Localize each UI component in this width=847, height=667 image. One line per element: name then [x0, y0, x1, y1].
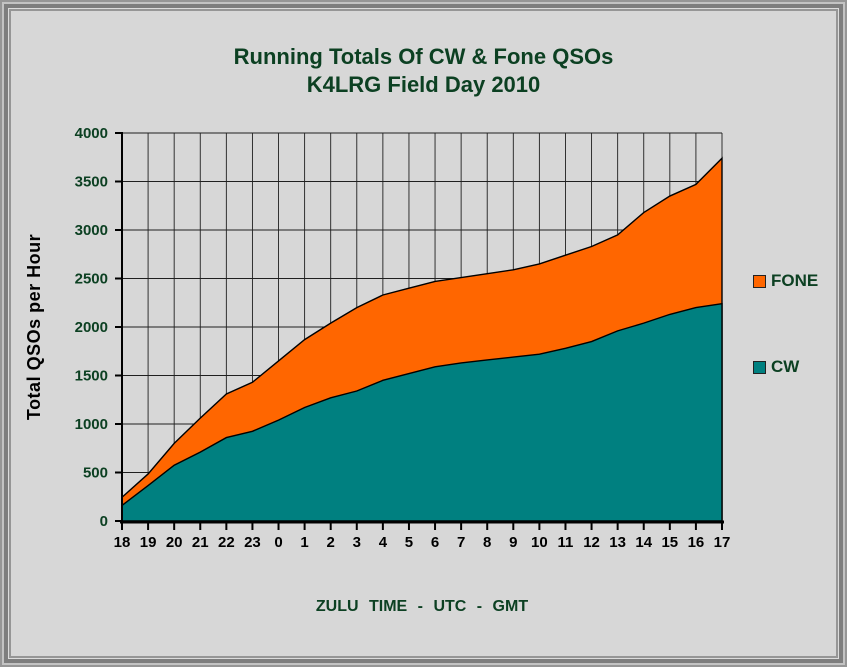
axes — [115, 132, 724, 530]
x-tick-label: 17 — [714, 534, 731, 551]
x-tick-label: 3 — [353, 534, 361, 551]
x-tick-label: 18 — [114, 534, 131, 551]
area-cw — [121, 302, 723, 522]
x-tick-label: 13 — [609, 534, 626, 551]
y-tick-label: 2000 — [75, 319, 108, 336]
y-tick-label: 4000 — [75, 125, 108, 142]
x-tick-label: 2 — [327, 534, 335, 551]
fone-swatch-icon — [753, 274, 766, 288]
x-tick-label: 10 — [531, 534, 548, 551]
x-tick-label: 14 — [635, 534, 652, 551]
x-tick-label: 4 — [379, 534, 388, 551]
y-tick-label: 3000 — [75, 222, 108, 239]
y-tick-label: 3500 — [75, 174, 108, 191]
y-axis-title: Total QSOs per Hour — [24, 234, 44, 420]
x-tick-labels: 18 19 20 21 22 23 0 1 2 3 4 5 6 7 8 9 10 11 12 13 14 15 16 17 — [114, 534, 731, 551]
x-tick-label: 19 — [140, 534, 157, 551]
legend-label-fone: FONE — [771, 271, 819, 290]
series-areas — [121, 156, 723, 522]
x-tick-label: 7 — [457, 534, 465, 551]
cw-swatch-icon — [753, 360, 766, 374]
chart-title-line2: K4LRG Field Day 2010 — [306, 72, 541, 97]
x-tick-label: 22 — [218, 534, 235, 551]
legend-item-fone: FONE — [753, 271, 818, 291]
x-axis-title: ZULU TIME - UTC - GMT — [316, 598, 528, 615]
legend-label-cw: CW — [771, 357, 800, 376]
x-tick-label: 16 — [688, 534, 705, 551]
x-tick-label: 15 — [661, 534, 678, 551]
x-tick-label: 9 — [509, 534, 517, 551]
x-tick-label: 5 — [405, 534, 413, 551]
x-tick-label: 12 — [583, 534, 600, 551]
x-tick-label: 20 — [166, 534, 183, 551]
y-tick-label: 500 — [83, 465, 108, 482]
y-tick-label: 1000 — [75, 416, 108, 433]
x-tick-label: 1 — [300, 534, 308, 551]
y-tick-label: 2500 — [75, 271, 108, 288]
x-tick-label: 8 — [483, 534, 491, 551]
chart-title-line1: Running Totals Of CW & Fone QSOs — [233, 44, 614, 69]
x-tick-label: 23 — [244, 534, 261, 551]
x-tick-label: 0 — [274, 534, 282, 551]
y-tick-label: 0 — [100, 513, 108, 530]
y-tick-labels: 0 500 1000 1500 2000 2500 3000 3500 4000 — [75, 125, 108, 530]
x-tick-label: 6 — [431, 534, 439, 551]
x-tick-label: 21 — [192, 534, 209, 551]
legend-item-cw: CW — [753, 357, 799, 377]
y-tick-label: 1500 — [75, 368, 108, 385]
x-tick-label: 11 — [558, 534, 574, 551]
